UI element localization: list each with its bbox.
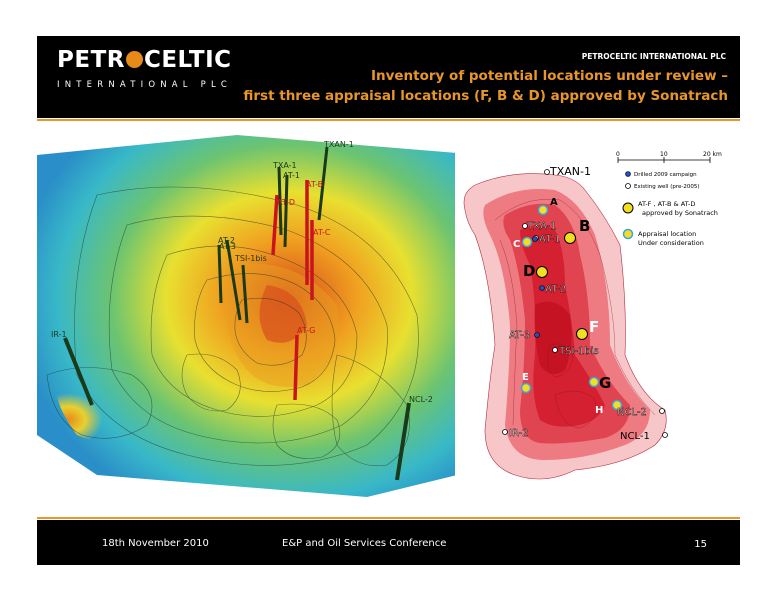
scale-label: 10 bbox=[660, 151, 668, 158]
slide-title-line2: first three appraisal locations (F, B & … bbox=[243, 88, 728, 104]
approved-locations bbox=[536, 232, 588, 340]
well-label-2d: NCL-1 bbox=[620, 431, 650, 442]
location-letter: H bbox=[595, 405, 603, 416]
legend-yellow-icon bbox=[622, 202, 634, 214]
location-letter: G bbox=[599, 374, 611, 392]
well-label-2d: NCL-2 bbox=[617, 407, 647, 418]
well-label-3d: AT-B bbox=[306, 180, 323, 189]
well-label-2d: TXAN-1 bbox=[549, 165, 591, 178]
map-2d-locations: 0 10 20 km bbox=[455, 145, 740, 495]
legend-yellow-blue-icon bbox=[622, 228, 634, 240]
well-label-2d: TXA-1 bbox=[526, 221, 557, 232]
well-label-3d: TXA-1 bbox=[272, 161, 297, 170]
well-label-3d: AT-D bbox=[277, 198, 295, 207]
scale-label: 20 km bbox=[703, 151, 722, 158]
header-divider bbox=[37, 119, 740, 121]
company-name: PETROCELTIC INTERNATIONAL PLC bbox=[581, 52, 726, 61]
well-label-3d: AT-2 bbox=[218, 236, 235, 245]
legend-label: Drilled 2009 campaign bbox=[634, 172, 697, 178]
location-letters: A B C D E F G H bbox=[513, 197, 611, 416]
well-label-2d: TSI-1bis bbox=[558, 346, 599, 357]
header-bar: PETR CELTIC INTERNATIONAL PLC PETROCELTIC… bbox=[37, 36, 740, 118]
footer-divider bbox=[37, 517, 740, 519]
well-label-3d: AT-3 bbox=[219, 242, 236, 251]
location-letter: E bbox=[522, 372, 529, 383]
logo-text-petro: PETR bbox=[57, 47, 125, 73]
location-letter: B bbox=[579, 217, 590, 235]
well-labels-3d: TXAN-1 TXA-1 AT-1 AT-B AT-D AT-C AT-2 AT… bbox=[51, 140, 433, 404]
well-label-2d: IR-2 bbox=[509, 428, 528, 439]
consideration-locations bbox=[520, 204, 623, 411]
location-letter: D bbox=[523, 262, 535, 280]
map-legend: Drilled 2009 campaign Existing well (pre… bbox=[622, 171, 718, 247]
page-number: 15 bbox=[694, 539, 707, 550]
well-label-2d: AT-1 bbox=[539, 234, 560, 245]
well-label-2d: AT-3 bbox=[509, 330, 530, 341]
well-sticks bbox=[63, 146, 411, 481]
legend-label: Existing well (pre-2005) bbox=[634, 184, 700, 190]
footer-bar: 18th November 2010 E&P and Oil Services … bbox=[37, 520, 740, 565]
well-label-3d: AT-G bbox=[297, 326, 315, 335]
location-letter: C bbox=[513, 239, 520, 250]
footer-conference: E&P and Oil Services Conference bbox=[282, 538, 447, 549]
well-label-3d: TSI-1bis bbox=[234, 254, 267, 263]
logo-text-celtic: CELTIC bbox=[143, 47, 232, 73]
footer-date: 18th November 2010 bbox=[102, 538, 209, 549]
legend-label: Appraisal location bbox=[638, 230, 696, 238]
logo-subtitle: INTERNATIONAL PLC bbox=[57, 80, 233, 90]
legend-blue-icon bbox=[625, 171, 631, 177]
well-label-3d: IR-1 bbox=[51, 330, 67, 339]
legend-white-icon bbox=[625, 183, 631, 189]
location-letter: A bbox=[550, 197, 558, 208]
well-labels-2d: TXAN-1 TXA-1 AT-1 AT-2 AT-3 TSI-1bis IR-… bbox=[509, 165, 650, 442]
location-letter: F bbox=[589, 318, 599, 336]
legend-label: approved by Sonatrach bbox=[642, 209, 718, 217]
scale-bar: 0 10 20 km bbox=[616, 151, 722, 163]
slide-title-line1: Inventory of potential locations under r… bbox=[370, 68, 728, 84]
legend-label: AT-F , AT-B & AT-D bbox=[638, 200, 695, 208]
logo-circle-icon bbox=[125, 51, 143, 68]
map-3d-surface: TXAN-1 TXA-1 AT-1 AT-B AT-D AT-C AT-2 AT… bbox=[37, 135, 457, 500]
well-label-3d: TXAN-1 bbox=[323, 140, 354, 149]
logo: PETR CELTIC bbox=[57, 47, 232, 73]
contour-lines-2d bbox=[494, 199, 656, 429]
well-label-3d: AT-C bbox=[313, 228, 331, 237]
scale-label: 0 bbox=[616, 151, 620, 158]
well-label-3d: NCL-2 bbox=[409, 395, 433, 404]
legend-label: Under consideration bbox=[638, 239, 704, 247]
well-label-3d: AT-1 bbox=[283, 171, 300, 180]
drilled-2009-wells bbox=[532, 236, 545, 338]
well-label-2d: AT-2 bbox=[545, 284, 566, 295]
